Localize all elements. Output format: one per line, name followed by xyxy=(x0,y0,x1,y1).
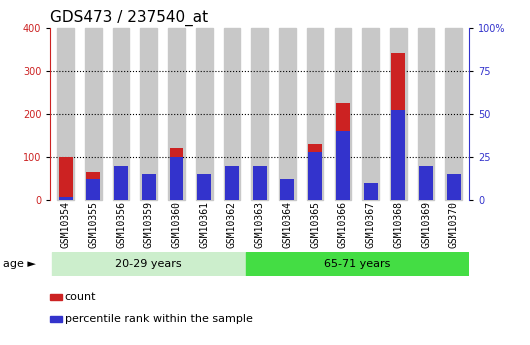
Bar xyxy=(197,179,211,200)
Text: 20-29 years: 20-29 years xyxy=(116,259,182,269)
Bar xyxy=(280,179,294,200)
Bar xyxy=(168,28,185,200)
Bar xyxy=(447,174,461,200)
Text: age ►: age ► xyxy=(3,259,36,269)
Bar xyxy=(86,179,100,200)
Bar xyxy=(419,176,433,200)
Bar xyxy=(140,28,157,200)
Bar xyxy=(52,252,246,276)
Bar xyxy=(390,28,407,200)
Bar xyxy=(246,252,467,276)
Bar xyxy=(364,183,377,200)
Bar xyxy=(86,172,100,200)
Bar xyxy=(307,28,323,200)
Bar xyxy=(447,179,461,200)
Bar xyxy=(364,185,377,200)
Bar xyxy=(224,28,240,200)
Bar xyxy=(253,179,267,200)
Bar xyxy=(280,179,294,200)
Bar xyxy=(308,144,322,200)
Bar xyxy=(334,28,351,200)
Bar xyxy=(85,28,102,200)
Text: count: count xyxy=(65,292,96,302)
Bar xyxy=(279,28,296,200)
Bar xyxy=(142,174,156,200)
Bar xyxy=(170,157,183,200)
Bar xyxy=(57,28,74,200)
Bar xyxy=(336,103,350,200)
Bar xyxy=(114,179,128,200)
Text: GDS473 / 237540_at: GDS473 / 237540_at xyxy=(50,10,208,26)
Bar xyxy=(113,28,129,200)
Bar xyxy=(114,166,128,200)
Bar xyxy=(446,28,462,200)
Bar xyxy=(392,53,405,200)
Bar xyxy=(336,131,350,200)
Bar xyxy=(59,157,73,200)
Bar xyxy=(142,185,156,200)
Bar xyxy=(419,166,433,200)
Text: percentile rank within the sample: percentile rank within the sample xyxy=(65,314,252,324)
Bar xyxy=(392,110,405,200)
Bar xyxy=(170,148,183,200)
Bar xyxy=(196,28,213,200)
Bar xyxy=(197,174,211,200)
Bar xyxy=(225,166,239,200)
Bar xyxy=(363,28,379,200)
Bar xyxy=(251,28,268,200)
Bar xyxy=(418,28,435,200)
Bar xyxy=(308,152,322,200)
Bar xyxy=(253,166,267,200)
Bar xyxy=(225,174,239,200)
Text: 65-71 years: 65-71 years xyxy=(323,259,390,269)
Bar xyxy=(59,197,73,200)
